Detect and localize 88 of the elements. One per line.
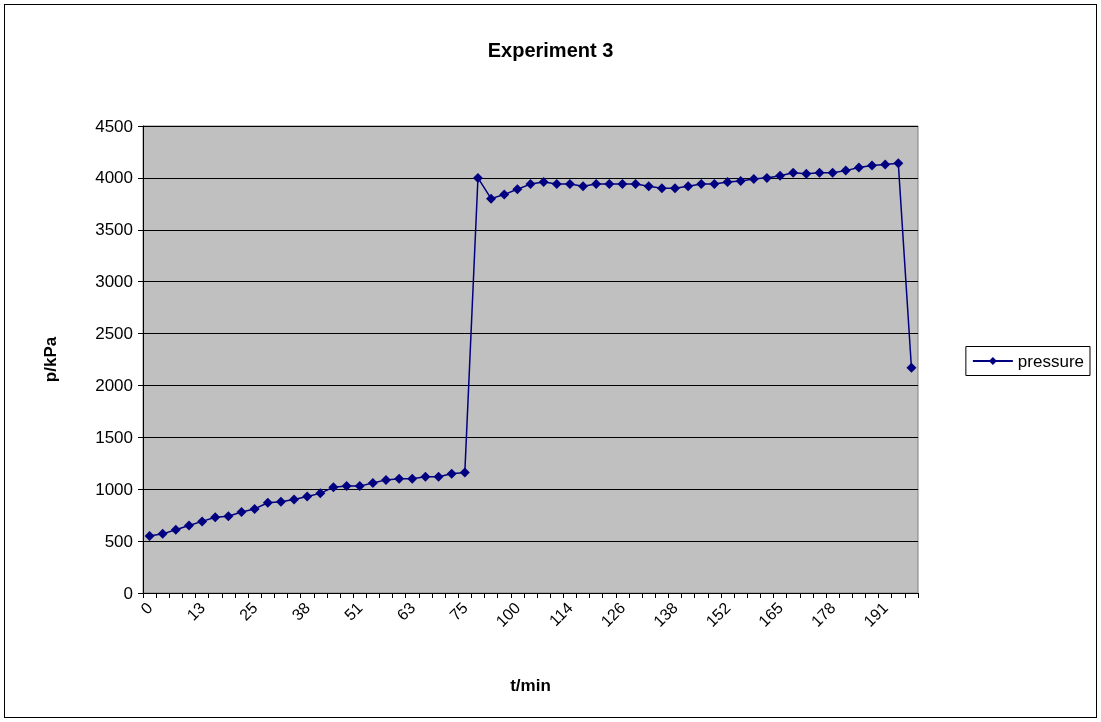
point [814,167,825,178]
point [157,528,168,539]
point [420,471,431,482]
point [906,362,917,373]
x-tick-label: 38 [288,598,314,624]
point [354,481,365,492]
point [446,468,457,479]
point [735,176,746,186]
point [788,167,799,178]
y-tick-label: 2500 [95,324,133,344]
point [394,473,405,484]
point [472,172,483,183]
point [381,474,392,485]
point [459,467,470,478]
point [761,172,772,183]
point [840,165,851,176]
point [302,491,313,502]
y-tick-label: 4500 [95,116,133,136]
point [275,496,286,507]
point [709,179,720,190]
point [538,177,549,188]
point [669,183,680,194]
point [407,473,418,484]
point [289,494,300,505]
point [827,167,838,178]
y-tick-label: 500 [104,531,133,551]
x-tick-label: 191 [860,598,892,630]
y-tick-label: 3500 [95,220,133,240]
y-axis-title: p/kPa [41,336,60,383]
point [223,511,234,522]
point [578,181,589,192]
point [853,162,864,173]
point [893,158,904,169]
y-tick-label: 0 [123,583,133,603]
x-tick-label: 126 [597,598,629,630]
point [630,179,641,190]
point [210,512,221,523]
point [775,170,786,181]
point [722,177,733,188]
point [551,179,562,190]
point [617,179,628,190]
y-tick-label: 1500 [95,427,133,447]
x-tick-label: 178 [807,598,839,630]
x-tick-label: 75 [446,598,471,624]
point [525,179,536,190]
point [170,524,181,535]
x-tick-label: 114 [545,598,576,630]
point [564,179,575,190]
point [262,497,273,508]
x-tick-label: 100 [492,598,524,630]
x-tick-label: 51 [341,598,366,624]
y-tick-label: 4000 [95,168,133,188]
chart-title: Experiment 3 [487,39,614,61]
point [801,168,812,179]
y-tick-label: 3000 [95,272,133,292]
point [197,516,208,527]
x-tick-label: 25 [236,598,261,624]
point [748,173,759,184]
x-tick-label: 165 [755,598,787,630]
point [433,471,444,482]
x-tick-label: 13 [183,598,209,624]
x-axis-title: t/min [510,676,551,695]
x-tick-label: 63 [393,598,419,624]
point [144,530,155,541]
point [328,482,339,493]
point [643,181,654,192]
point [591,179,602,190]
legend-label: pressure [1017,351,1084,371]
point [315,488,326,499]
point [183,520,194,531]
y-tick-label: 2000 [95,375,133,395]
point [683,181,694,192]
point [249,503,260,514]
x-tick-label: 152 [702,598,734,630]
point [604,179,615,190]
x-tick-label: 0 [137,598,156,618]
point [236,507,247,518]
point [341,481,352,492]
point [367,478,378,488]
x-tick-label: 138 [650,598,682,630]
point [512,184,523,195]
point [696,179,707,190]
point [656,183,667,194]
point [867,160,878,171]
point [499,189,510,200]
point [880,159,891,170]
point [486,193,497,204]
y-tick-label: 1000 [95,479,133,499]
